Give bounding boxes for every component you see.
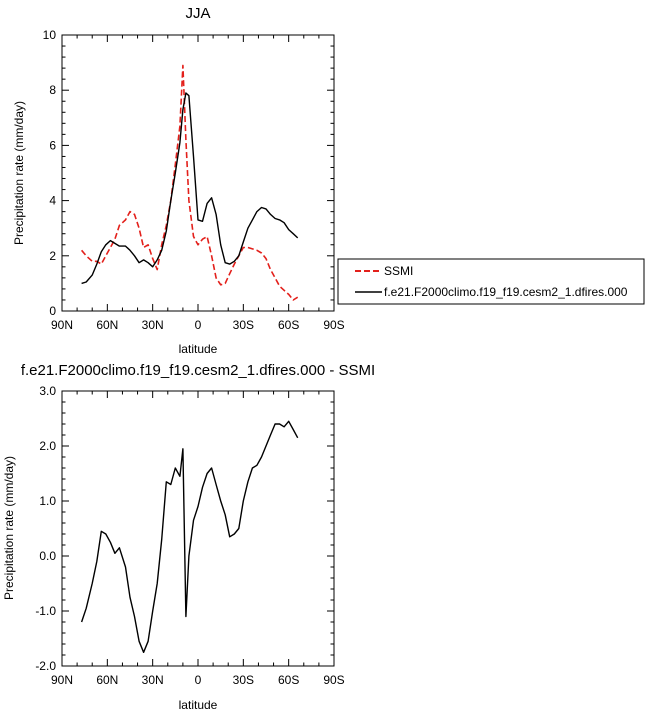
plot-frame <box>61 390 335 667</box>
x-tick-label: 60N <box>96 673 118 687</box>
y-tick-label: 8 <box>49 83 56 97</box>
x-tick-label: 30N <box>142 318 164 332</box>
legend-label-ssmi: SSMI <box>384 264 413 278</box>
x-tick-label: 30N <box>142 673 164 687</box>
series-line-0 <box>80 420 299 653</box>
x-tick-label: 0 <box>195 318 202 332</box>
x-axis-label: latitude <box>179 342 218 356</box>
x-tick-label: 60N <box>96 318 118 332</box>
y-axis-label: Precipitation rate (mm/day) <box>12 101 26 245</box>
y-tick-label: -1.0 <box>35 604 56 618</box>
x-tick-labels: 90N 60N 30N 0 30S 60S 90S <box>51 673 345 687</box>
x-tick-label: 0 <box>195 673 202 687</box>
chart-title: JJA <box>185 5 210 22</box>
chart-title: f.e21.F2000climo.f19_f19.cesm2_1.dfires.… <box>21 362 375 379</box>
y-tick-label: 0 <box>49 304 56 318</box>
x-tick-labels: 90N 60N 30N 0 30S 60S 90S <box>51 318 345 332</box>
legend-label-model: f.e21.F2000climo.f19_f19.cesm2_1.dfires.… <box>384 285 628 299</box>
x-tick-label: 90N <box>51 673 73 687</box>
series-line-0 <box>80 64 299 301</box>
plot-area <box>61 34 335 312</box>
x-tick-label: 30S <box>233 673 254 687</box>
chart-bottom: f.e21.F2000climo.f19_f19.cesm2_1.dfires.… <box>2 362 375 712</box>
y-tick-label: 6 <box>49 138 56 152</box>
y-tick-label: 0.0 <box>39 549 56 563</box>
x-tick-label: 60S <box>278 673 299 687</box>
x-tick-label: 60S <box>278 318 299 332</box>
y-tick-label: 2.0 <box>39 439 56 453</box>
x-tick-label: 90S <box>323 673 344 687</box>
y-tick-labels: -2.0 -1.0 0.0 1.0 2.0 3.0 <box>35 384 56 673</box>
y-tick-labels: 0 2 4 6 8 10 <box>43 28 57 318</box>
legend: SSMI f.e21.F2000climo.f19_f19.cesm2_1.df… <box>337 258 645 305</box>
x-tick-label: 30S <box>233 318 254 332</box>
y-tick-label: -2.0 <box>35 659 56 673</box>
x-tick-label: 90N <box>51 318 73 332</box>
plot-frame <box>61 34 335 312</box>
x-tick-label: 90S <box>323 318 344 332</box>
y-tick-label: 2 <box>49 249 56 263</box>
y-axis-label: Precipitation rate (mm/day) <box>2 456 16 600</box>
y-tick-label: 4 <box>49 194 56 208</box>
y-tick-label: 10 <box>43 28 57 42</box>
plot-area <box>61 390 335 667</box>
legend-box <box>337 258 645 305</box>
chart-top: JJA 0 2 4 6 8 10 90N 60N 30N 0 30S 60S 90S latitude… <box>12 5 345 356</box>
x-axis-label: latitude <box>179 698 218 712</box>
y-tick-label: 3.0 <box>39 384 56 398</box>
series-line-1 <box>81 92 299 285</box>
y-tick-label: 1.0 <box>39 494 56 508</box>
